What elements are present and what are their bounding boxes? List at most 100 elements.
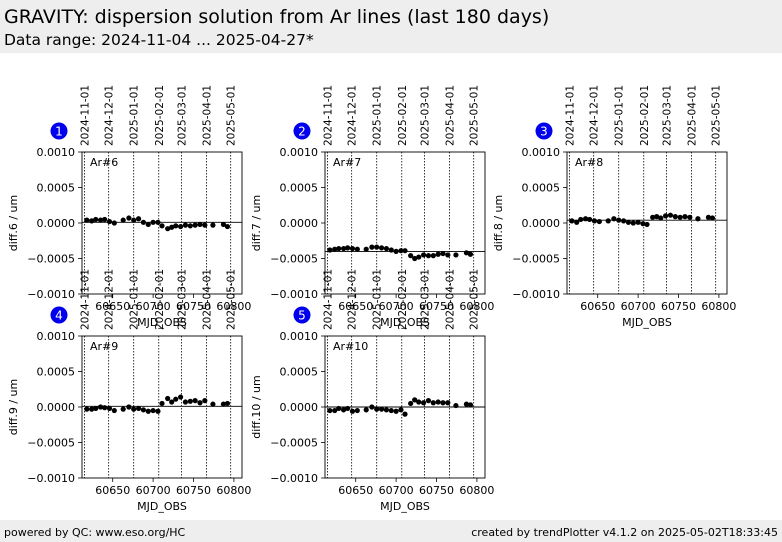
x-tick-label: 60800	[459, 300, 494, 313]
data-point	[709, 215, 716, 221]
data-point	[210, 222, 216, 228]
data-point	[169, 399, 175, 405]
page-subtitle: Data range: 2024-11-04 ... 2025-04-27*	[4, 31, 314, 49]
data-point	[650, 214, 656, 220]
data-point	[453, 402, 459, 409]
data-point	[97, 404, 104, 410]
data-point	[140, 407, 147, 413]
data-point	[155, 219, 161, 225]
date-tick-label: 2025-01-01	[129, 85, 141, 146]
date-tick-label: 2025-02-01	[154, 85, 166, 146]
y-tick-label: 0.0000	[280, 401, 319, 414]
data-point	[672, 214, 678, 220]
data-point	[374, 244, 380, 250]
data-point	[177, 394, 184, 400]
data-point	[140, 219, 147, 225]
x-tick-label: 60750	[661, 300, 696, 313]
y-axis-label: diff.7 / um	[250, 195, 263, 252]
data-point	[220, 401, 227, 407]
x-tick-label: 60650	[338, 300, 373, 313]
data-point	[383, 245, 390, 252]
x-tick-label: 60650	[95, 484, 130, 497]
x-axis-label: MJD_OBS	[380, 500, 430, 513]
data-point	[398, 248, 404, 254]
x-tick-label: 60650	[338, 484, 373, 497]
y-tick-label: −0.0010	[270, 288, 318, 301]
y-tick-label: 0.0005	[37, 366, 76, 379]
header: GRAVITY: dispersion solution from Ar lin…	[0, 0, 782, 53]
data-point	[336, 245, 342, 252]
data-point	[111, 220, 117, 226]
data-point	[591, 218, 598, 224]
data-point	[388, 247, 394, 253]
data-point	[393, 248, 399, 254]
date-tick-label: 2025-02-01	[397, 85, 409, 146]
data-point	[425, 398, 432, 404]
data-point	[150, 407, 156, 414]
data-point	[393, 408, 399, 414]
y-tick-label: −0.0005	[27, 253, 75, 266]
data-point	[197, 400, 203, 406]
data-point	[662, 213, 669, 219]
data-point	[430, 400, 436, 406]
date-tick-label: 2024-12-01	[347, 269, 359, 330]
data-point	[131, 406, 137, 412]
series-label: Ar#10	[333, 340, 368, 353]
data-point	[463, 401, 470, 407]
x-axis-label: MJD_OBS	[137, 500, 187, 513]
date-tick-label: 2025-05-01	[469, 85, 481, 146]
data-point	[440, 400, 446, 406]
date-tick-label: 2025-03-01	[176, 85, 188, 146]
y-tick-label: −0.0005	[27, 437, 75, 450]
date-tick-label: 2025-04-01	[444, 85, 456, 146]
data-point	[224, 400, 231, 407]
chart-panel-4: 2024-11-01 2024-12-01 2025-01-01 2025-02-01…	[7, 269, 251, 513]
data-point	[654, 214, 660, 220]
data-point	[378, 245, 385, 251]
date-tick-label: 2024-12-01	[589, 85, 601, 146]
data-point	[416, 399, 422, 405]
date-tick-label: 2025-05-01	[711, 85, 723, 146]
data-point	[93, 216, 99, 223]
data-point	[106, 405, 113, 412]
data-point	[150, 219, 156, 225]
date-tick-label: 2025-02-01	[154, 269, 166, 330]
data-point	[402, 248, 408, 254]
data-point	[611, 216, 617, 222]
footer-credit: powered by QC: www.eso.org/HC	[4, 526, 186, 539]
data-point	[682, 214, 688, 220]
data-point	[340, 407, 347, 413]
data-point	[630, 220, 636, 226]
data-point	[340, 245, 347, 252]
date-tick-label: 2025-01-01	[372, 269, 384, 330]
data-point	[159, 400, 165, 407]
x-tick-label: 60800	[216, 484, 251, 497]
x-tick-label: 60650	[95, 300, 130, 313]
data-point	[349, 245, 356, 252]
x-tick-label: 60800	[459, 484, 494, 497]
chart-panel-3: 2024-11-01 2024-12-01 2025-01-01 2025-02-01…	[492, 85, 736, 329]
data-point	[569, 218, 575, 224]
series-label: Ar#7	[333, 156, 361, 169]
data-point	[135, 216, 142, 222]
data-point	[327, 247, 333, 253]
data-point	[93, 405, 99, 412]
data-point	[578, 216, 584, 223]
y-tick-label: −0.0005	[270, 437, 318, 450]
data-point	[89, 406, 95, 412]
data-point	[220, 221, 227, 228]
data-point	[408, 400, 414, 407]
x-tick-label: 60800	[701, 300, 736, 313]
y-tick-label: 0.0000	[280, 217, 319, 230]
data-point	[445, 252, 451, 258]
date-tick-label: 2024-12-01	[104, 85, 116, 146]
data-point	[416, 254, 422, 260]
data-point	[202, 398, 208, 404]
data-point	[378, 406, 385, 412]
data-point	[467, 402, 474, 408]
data-point	[705, 214, 712, 220]
y-tick-label: −0.0010	[27, 472, 75, 485]
y-tick-label: 0.0010	[280, 330, 319, 343]
data-point	[120, 217, 126, 223]
data-point	[644, 221, 650, 228]
